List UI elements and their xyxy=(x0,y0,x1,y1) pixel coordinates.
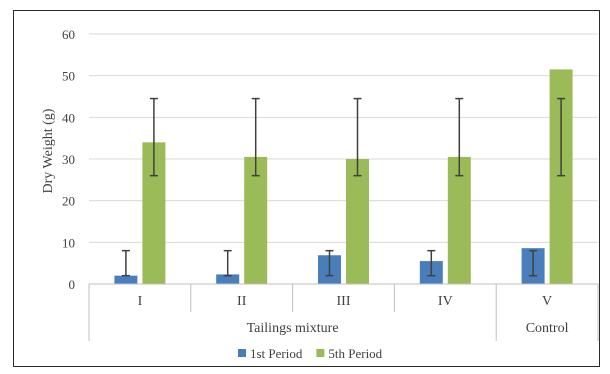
y-tick-label: 0 xyxy=(69,277,76,292)
error-bars xyxy=(121,97,566,277)
legend-label: 5th Period xyxy=(328,346,382,361)
x-tick-label: IV xyxy=(438,294,453,309)
bar-fifth-period xyxy=(244,156,268,284)
bar-fifth-period xyxy=(549,69,573,284)
bar-fifth-period xyxy=(142,142,166,284)
bar-first-period xyxy=(216,274,240,284)
x-tick-label: V xyxy=(542,294,552,309)
gridlines xyxy=(89,33,598,243)
y-tick-label: 50 xyxy=(62,69,75,84)
x-tick-label: III xyxy=(337,294,351,309)
bars xyxy=(114,69,573,284)
y-tick-label: 30 xyxy=(62,152,75,167)
x-tick-label: I xyxy=(138,294,143,309)
y-tick-label: 40 xyxy=(62,110,75,125)
y-tick-label: 20 xyxy=(62,194,75,209)
x-tick-label: II xyxy=(237,294,247,309)
y-tick-labels: 0 10 20 30 40 50 60 xyxy=(62,27,75,292)
legend-label: 1st Period xyxy=(250,346,303,361)
bar-first-period xyxy=(114,275,138,284)
chart-frame: Dry Weight (g) 0 10 20 30 40 50 60 I II III IV V Ta… xyxy=(13,10,600,367)
legend-swatch xyxy=(238,349,246,357)
y-axis-label: Dry Weight (g) xyxy=(41,108,56,193)
bar-fifth-period xyxy=(346,159,369,284)
y-tick-label: 10 xyxy=(62,235,75,250)
x-group-label: Control xyxy=(526,321,569,336)
legend-swatch xyxy=(316,349,325,357)
legend: 1st Period 5th Period xyxy=(238,346,383,361)
x-group-label: Tailings mixture xyxy=(247,321,339,336)
bar-fifth-period xyxy=(447,156,471,284)
y-tick-label: 60 xyxy=(62,27,75,42)
